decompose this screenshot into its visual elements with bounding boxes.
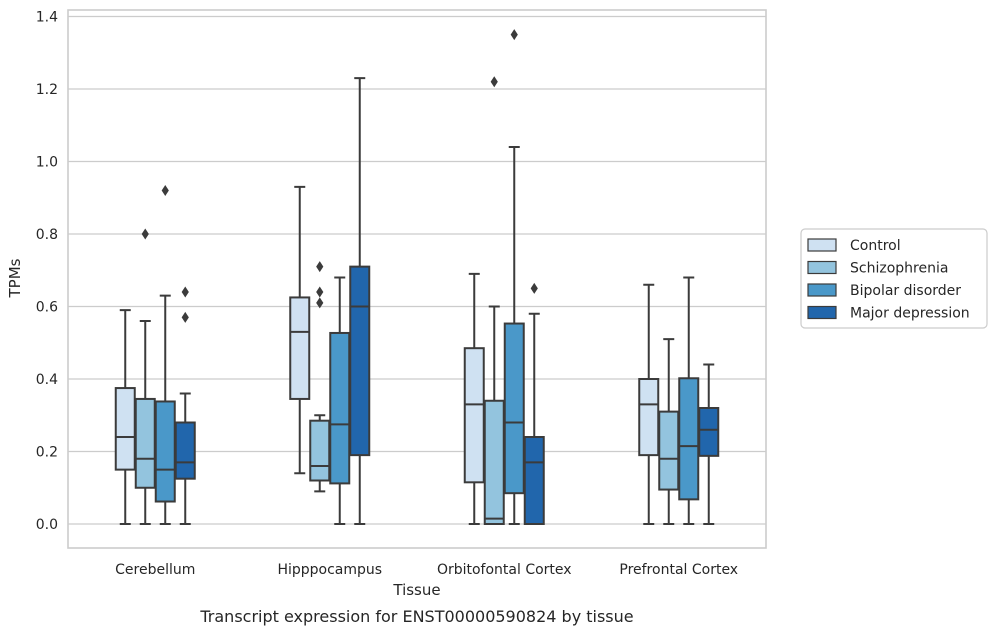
outlier-point	[161, 185, 169, 196]
box	[134, 397, 156, 489]
box-group	[349, 77, 371, 525]
box-group	[698, 363, 720, 525]
box-group	[523, 282, 545, 525]
y-tick-label: 0.2	[36, 445, 58, 461]
box-group	[174, 286, 196, 525]
box	[349, 265, 371, 457]
box	[698, 407, 720, 457]
box	[329, 331, 351, 485]
box-group	[658, 338, 680, 525]
box	[638, 378, 660, 457]
box	[289, 296, 311, 400]
outlier-point	[510, 29, 518, 41]
box-group	[114, 309, 136, 525]
box	[114, 387, 136, 471]
outlier-point	[316, 261, 324, 273]
outlier-point	[181, 286, 189, 298]
y-tick-label: 0.0	[36, 517, 58, 533]
box	[678, 377, 700, 501]
box	[483, 399, 505, 525]
legend-swatch	[807, 260, 837, 275]
box-group	[638, 283, 660, 525]
legend-entry: Control	[850, 238, 901, 254]
legend-frame	[800, 228, 988, 329]
chart-title: Transcript expression for ENST0000059082…	[199, 607, 633, 626]
box	[154, 400, 176, 503]
outlier-point	[490, 76, 498, 88]
legend: Control Schizophrenia Bipolar disorder Majo…	[800, 228, 988, 329]
outlier-point	[530, 282, 538, 294]
legend-entry: Schizophrenia	[850, 261, 948, 277]
y-tick-label: 1.2	[36, 82, 58, 98]
y-tick-label: 0.4	[36, 372, 58, 388]
x-tick-label: Prefrontal Cortex	[619, 562, 738, 578]
y-tick-label: 1.0	[36, 155, 58, 171]
y-tick-label: 0.6	[36, 300, 58, 316]
box	[658, 410, 680, 491]
x-tick-label: Hipppocampus	[277, 562, 382, 578]
legend-swatch	[807, 305, 837, 320]
box-group	[289, 185, 311, 475]
box	[503, 322, 525, 495]
y-tick-label: 1.4	[36, 10, 58, 26]
box	[309, 419, 331, 482]
outlier-point	[316, 286, 324, 298]
y-tick-labels: 0.0 0.2 0.4 0.6 0.8 1.0 1.2 1.4	[36, 10, 58, 534]
x-tick-labels: Cerebellum Hipppocampus Orbitofontal Corte…	[115, 562, 738, 578]
box-group	[154, 185, 176, 525]
y-axis-label: TPMs	[6, 258, 24, 298]
x-tick-label: Orbitofontal Cortex	[437, 562, 572, 578]
box	[174, 421, 196, 480]
box-group	[309, 261, 331, 493]
legend-swatch	[807, 283, 837, 297]
plot-frame	[67, 9, 767, 549]
legend-entry: Major depression	[850, 306, 970, 322]
box-group	[134, 228, 156, 525]
box-group	[678, 276, 700, 525]
outlier-point	[181, 311, 189, 323]
outlier-point	[316, 297, 324, 309]
box-group	[463, 272, 485, 525]
x-tick-label: Cerebellum	[115, 562, 195, 578]
box-layer	[114, 29, 720, 525]
legend-entry: Bipolar disorder	[850, 283, 961, 299]
outlier-point	[141, 228, 149, 240]
legend-swatch	[807, 238, 837, 252]
box-group	[483, 76, 505, 525]
box	[463, 347, 485, 484]
x-axis-label: Tissue	[392, 581, 440, 599]
box-group	[503, 29, 525, 525]
y-tick-label: 0.8	[36, 227, 58, 243]
box-group	[329, 276, 351, 525]
box	[523, 436, 545, 525]
